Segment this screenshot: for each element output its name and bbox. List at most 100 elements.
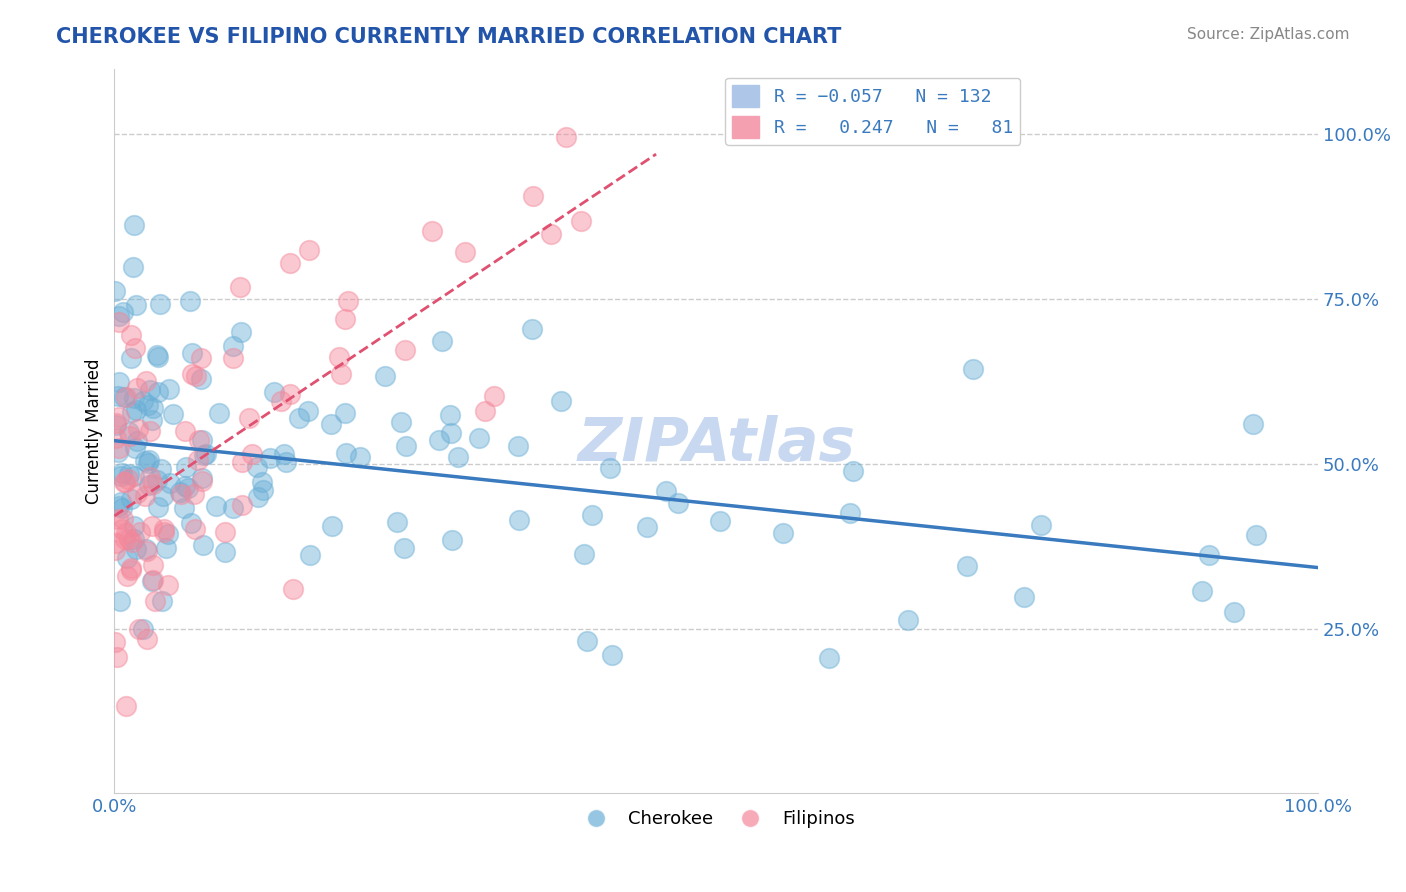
Point: [184, 369, 207, 384]
Point: [117, 472, 139, 486]
Point: [252, 483, 274, 497]
Point: [190, 351, 212, 366]
Point: [636, 520, 658, 534]
Point: [115, 699, 138, 714]
Point: [146, 474, 169, 488]
Point: [111, 522, 134, 536]
Point: [142, 401, 165, 415]
Point: [108, 315, 131, 329]
Point: [120, 563, 142, 577]
Point: [278, 387, 301, 401]
Point: [107, 388, 129, 402]
Point: [655, 483, 678, 498]
Point: [141, 574, 163, 588]
Point: [474, 404, 496, 418]
Point: [112, 390, 135, 404]
Point: [153, 525, 176, 540]
Point: [139, 470, 162, 484]
Point: [149, 462, 172, 476]
Point: [105, 650, 128, 665]
Point: [157, 382, 180, 396]
Point: [132, 394, 155, 409]
Point: [120, 327, 142, 342]
Point: [1012, 590, 1035, 604]
Point: [177, 481, 200, 495]
Point: [120, 492, 142, 507]
Point: [180, 516, 202, 530]
Point: [136, 544, 159, 558]
Point: [174, 460, 197, 475]
Point: [148, 500, 170, 514]
Point: [157, 578, 180, 592]
Point: [121, 405, 143, 419]
Point: [127, 381, 149, 395]
Point: [281, 582, 304, 597]
Point: [104, 634, 127, 648]
Point: [132, 622, 155, 636]
Point: [1198, 548, 1220, 562]
Point: [108, 594, 131, 608]
Point: [385, 516, 408, 530]
Point: [250, 475, 273, 490]
Point: [173, 501, 195, 516]
Point: [121, 534, 143, 549]
Point: [839, 506, 862, 520]
Point: [136, 456, 159, 470]
Point: [467, 431, 489, 445]
Point: [174, 479, 197, 493]
Point: [152, 489, 174, 503]
Point: [602, 648, 624, 663]
Point: [115, 525, 138, 540]
Point: [108, 376, 131, 390]
Point: [174, 424, 197, 438]
Point: [115, 550, 138, 565]
Point: [118, 467, 141, 481]
Point: [242, 447, 264, 461]
Point: [555, 129, 578, 144]
Point: [259, 450, 281, 465]
Point: [120, 561, 142, 575]
Point: [273, 447, 295, 461]
Point: [122, 218, 145, 232]
Point: [125, 297, 148, 311]
Point: [169, 485, 191, 500]
Point: [181, 367, 204, 381]
Point: [222, 500, 245, 515]
Point: [962, 362, 984, 376]
Point: [214, 525, 236, 540]
Point: [666, 496, 689, 510]
Point: [430, 334, 453, 348]
Text: ZIPAtlas: ZIPAtlas: [578, 415, 855, 474]
Point: [278, 256, 301, 270]
Point: [453, 245, 475, 260]
Point: [540, 227, 562, 241]
Point: [439, 408, 461, 422]
Point: [484, 389, 506, 403]
Point: [124, 341, 146, 355]
Legend: Cherokee, Filipinos: Cherokee, Filipinos: [571, 803, 862, 835]
Point: [191, 471, 214, 485]
Point: [222, 339, 245, 353]
Point: [111, 501, 134, 516]
Point: [427, 433, 450, 447]
Point: [148, 385, 170, 400]
Point: [349, 450, 371, 465]
Point: [329, 367, 352, 381]
Point: [328, 351, 350, 365]
Point: [141, 413, 163, 427]
Point: [247, 490, 270, 504]
Point: [440, 425, 463, 440]
Point: [394, 343, 416, 357]
Point: [420, 224, 443, 238]
Point: [333, 406, 356, 420]
Point: [138, 477, 160, 491]
Point: [581, 508, 603, 522]
Point: [194, 447, 217, 461]
Point: [287, 411, 309, 425]
Point: [104, 284, 127, 298]
Point: [298, 548, 321, 562]
Point: [520, 322, 543, 336]
Point: [231, 498, 253, 512]
Point: [127, 485, 149, 500]
Point: [146, 347, 169, 361]
